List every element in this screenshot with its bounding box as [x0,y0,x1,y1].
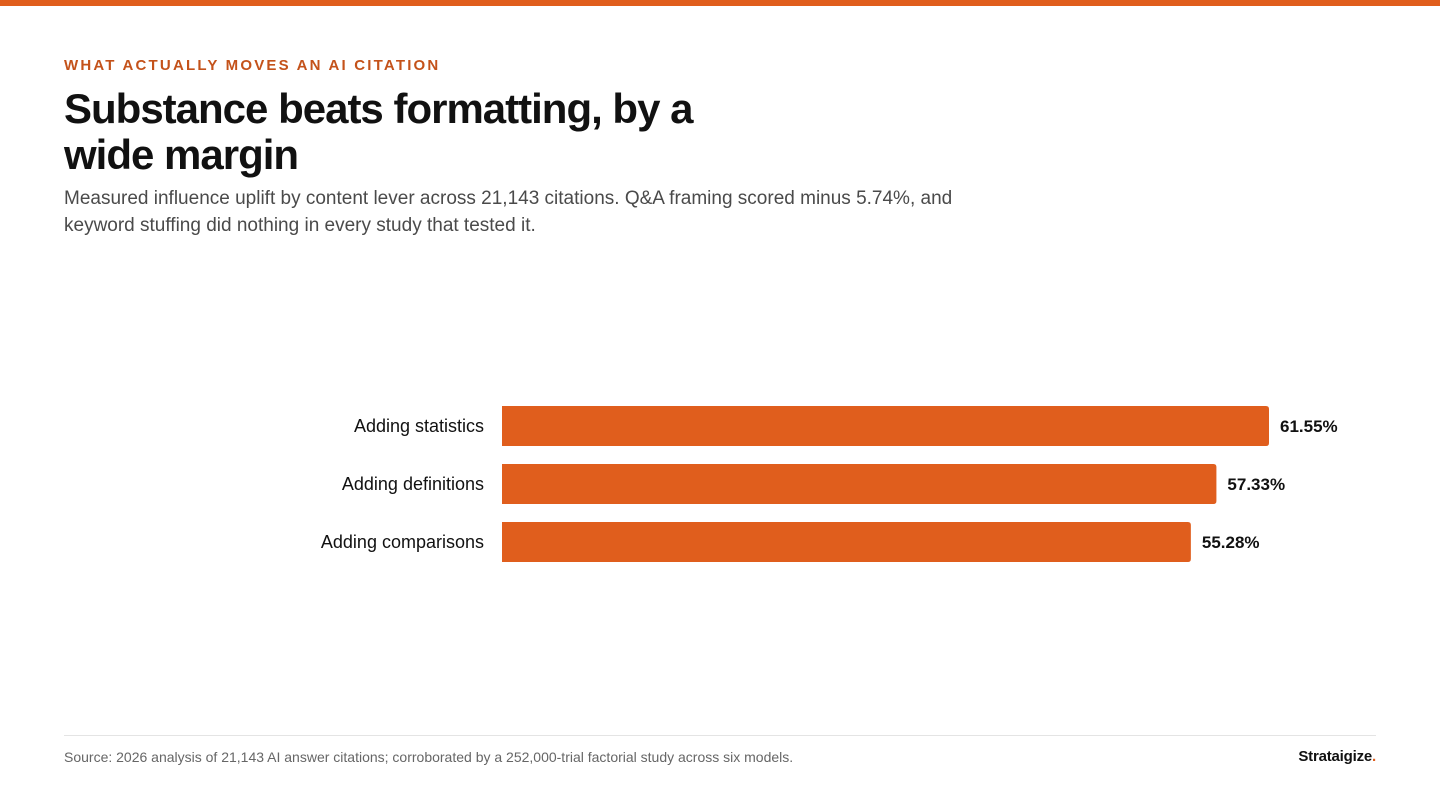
brand-name: Strataigize [1298,748,1373,765]
brand-dot: . [1372,748,1376,765]
top-accent-bar [0,0,1440,6]
bar-chart-svg: Adding statistics 61.55% Adding definition… [321,406,1338,562]
value-label: 57.33% [1227,475,1285,494]
category-label: Adding statistics [354,416,484,436]
category-label: Adding comparisons [321,532,484,552]
bar [502,464,1217,504]
value-label: 55.28% [1202,533,1260,552]
eyebrow-label: WHAT ACTUALLY MOVES AN AI CITATION [64,57,441,74]
page-title: Substance beats formatting, by a wide ma… [64,85,693,178]
bar [502,522,1191,562]
source-note: Source: 2026 analysis of 21,143 AI answe… [64,749,794,765]
value-label: 61.55% [1280,417,1338,436]
footer-divider [64,735,1376,736]
bar [502,406,1269,446]
category-label: Adding definitions [342,474,484,494]
page-subtitle: Measured influence uplift by content lev… [64,188,953,236]
bar-chart: Adding statistics 61.55% Adding definition… [0,390,1440,580]
brand-logo: Strataigize. [1298,748,1376,765]
